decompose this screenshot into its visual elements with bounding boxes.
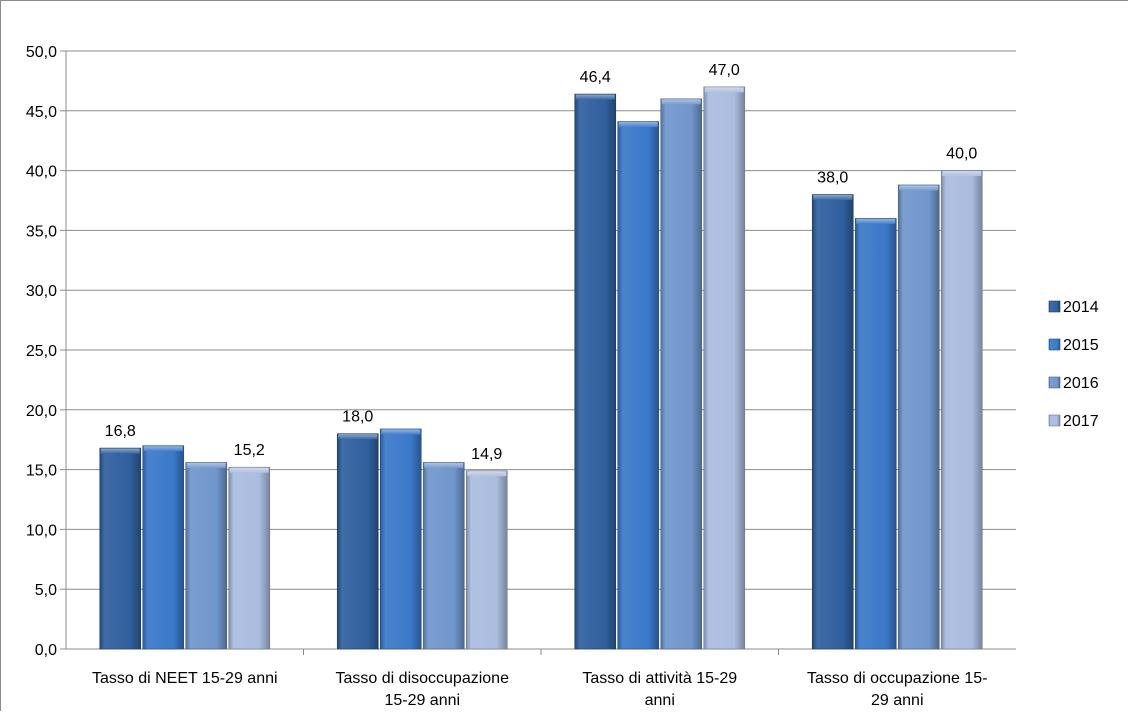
bar-bevel [661, 99, 701, 105]
bar-bevel [856, 218, 896, 224]
bars [99, 86, 983, 650]
bar-bevel [575, 94, 615, 100]
y-tick-label: 25,0 [26, 343, 57, 360]
bar-bevel [813, 195, 853, 201]
y-tick-label: 15,0 [26, 463, 57, 480]
legend-label-2014: 2014 [1063, 299, 1099, 316]
bar-2015 [379, 428, 422, 650]
y-tick-label: 45,0 [26, 104, 57, 121]
data-label: 18,0 [342, 409, 373, 426]
x-category-label: 29 anni [871, 692, 924, 709]
data-label: 16,8 [105, 423, 136, 440]
bar-bevel [942, 171, 982, 177]
bar-bevel [338, 434, 378, 440]
bar-bevel [186, 462, 226, 468]
legend-swatch-2015 [1048, 338, 1061, 351]
legend-swatch-2016 [1048, 376, 1061, 389]
x-category-label: anni [645, 692, 675, 709]
bar-bevel [100, 448, 140, 454]
bar-2017 [940, 170, 983, 650]
legend-label-2016: 2016 [1063, 375, 1099, 392]
legend-label-2017: 2017 [1063, 413, 1099, 430]
legend-swatch-2014 [1048, 300, 1061, 313]
bar-2016 [660, 98, 703, 650]
bar-2016 [897, 184, 940, 650]
bar-bevel [618, 122, 658, 128]
bar-2017 [228, 466, 271, 650]
x-category-label: Tasso di NEET 15-29 anni [92, 670, 278, 687]
bar-bevel [381, 429, 421, 435]
x-category-label: Tasso di disoccupazione [336, 670, 510, 687]
data-label: 15,2 [234, 442, 265, 459]
data-label: 40,0 [946, 146, 977, 163]
data-label: 46,4 [580, 69, 611, 86]
bar-bevel [143, 446, 183, 452]
y-tick-label: 10,0 [26, 522, 57, 539]
legend: 2014 2015 2016 2017 [1048, 299, 1099, 430]
y-tick-label: 20,0 [26, 403, 57, 420]
data-label: 14,9 [471, 446, 502, 463]
bar-2017 [703, 86, 746, 650]
y-tick-label: 0,0 [35, 642, 57, 659]
legend-swatch-2017 [1048, 414, 1061, 427]
data-labels: 16,8 15,2 18,0 14,9 46,4 47,0 38,0 40,0 [105, 62, 978, 463]
data-label: 47,0 [709, 62, 740, 79]
bar-bevel [229, 467, 269, 473]
y-tick-label: 35,0 [26, 223, 57, 240]
bar-2015 [854, 218, 897, 650]
bar-bevel [424, 462, 464, 468]
bar-bevel [467, 471, 507, 477]
axes: 0,0 5,0 10,0 15,0 20,0 25,0 30,0 35,0 40,0 45,0 50… [26, 44, 1016, 709]
x-category-label: 15-29 anni [384, 692, 460, 709]
bar-2014 [336, 433, 379, 650]
bar-2015 [142, 445, 185, 650]
y-tick-label: 5,0 [35, 582, 57, 599]
bar-2016 [422, 462, 465, 650]
legend-label-2015: 2015 [1063, 337, 1099, 354]
y-tick-label: 40,0 [26, 164, 57, 181]
bar-2016 [185, 462, 228, 650]
bar-bevel [704, 87, 744, 93]
y-tick-label: 30,0 [26, 283, 57, 300]
x-category-label: Tasso di occupazione 15- [807, 670, 988, 687]
bar-2017 [465, 470, 508, 650]
data-label: 38,0 [817, 170, 848, 187]
bar-2014 [99, 447, 142, 650]
x-category-label: Tasso di attività 15-29 [582, 670, 737, 687]
y-tick-label: 50,0 [26, 44, 57, 61]
bar-2015 [617, 121, 660, 650]
bar-2014 [574, 93, 617, 650]
bar-2014 [811, 194, 854, 650]
bar-bevel [899, 185, 939, 191]
